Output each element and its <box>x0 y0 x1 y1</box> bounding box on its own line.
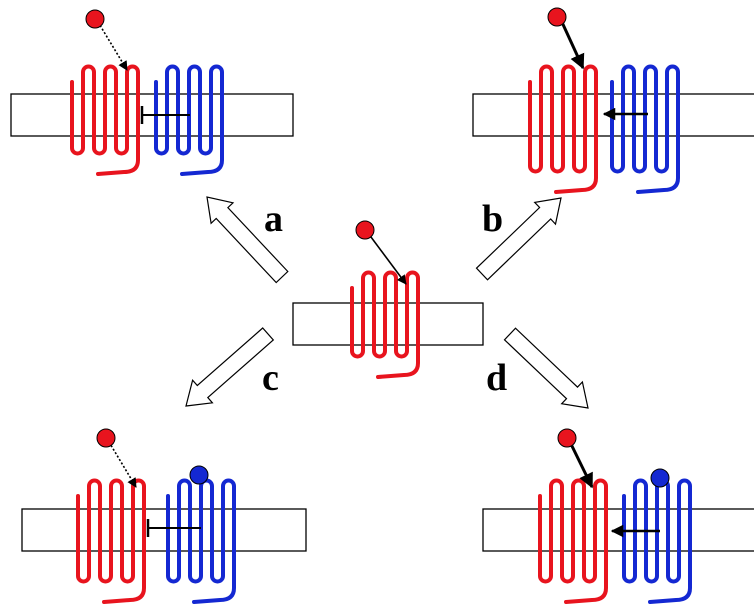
transition-arrow-d <box>503 327 589 409</box>
receptor-red-d-path <box>538 478 608 604</box>
inhibition-symbol-a <box>140 106 190 124</box>
receptor-blue-c <box>166 478 236 604</box>
receptor-blue-a-path <box>154 64 224 176</box>
receptor-red-center <box>350 270 420 379</box>
receptor-blue-c-path <box>166 478 236 604</box>
ligand-c <box>96 428 116 448</box>
transition-arrow-c-shape <box>185 327 275 407</box>
activation-arrow-b <box>559 19 585 70</box>
activation-arrow-d <box>568 441 594 489</box>
label-b: b <box>482 198 503 240</box>
label-d: d <box>486 357 507 399</box>
activation-arrow-center <box>367 232 407 285</box>
panel-b <box>472 7 754 194</box>
receptor-blue-d <box>622 478 692 604</box>
ligand-b <box>547 7 567 27</box>
receptor-red-a <box>70 64 140 176</box>
receptor-blue-b-path <box>610 64 680 194</box>
transition-arrow-b <box>475 197 562 281</box>
receptor-blue-b <box>610 64 680 194</box>
membrane-c <box>21 508 307 552</box>
panel-d <box>482 428 754 604</box>
panel-a <box>10 9 294 176</box>
receptor-blue-d-path <box>622 478 692 604</box>
allosteric-ligand-d <box>650 468 670 488</box>
membrane-center <box>292 302 484 346</box>
label-c: c <box>262 357 279 399</box>
receptor-red-c <box>76 478 146 604</box>
dotted-arrow-a <box>97 21 128 71</box>
receptor-red-b <box>528 64 598 194</box>
receptor-red-b-path <box>528 64 598 194</box>
receptor-blue-a <box>154 64 224 176</box>
transition-arrow-c <box>185 327 275 407</box>
ligand-d <box>557 428 577 448</box>
receptor-red-a-path <box>70 64 140 176</box>
transition-arrow-d-shape <box>503 327 589 409</box>
transition-arrow-a-shape <box>206 196 289 284</box>
ligand-center <box>355 220 375 240</box>
receptor-red-c-path <box>76 478 146 604</box>
label-a: a <box>264 198 283 240</box>
dotted-arrow-c <box>108 441 137 488</box>
allosteric-ligand-c <box>189 465 209 485</box>
transition-arrow-b-shape <box>475 197 562 281</box>
inhibition-symbol-c <box>146 519 201 537</box>
ligand-a <box>85 9 105 29</box>
panel-center <box>292 220 484 379</box>
receptor-red-d <box>538 478 608 604</box>
panel-c <box>21 428 307 604</box>
transition-arrow-a <box>206 196 289 284</box>
receptor-red-center-path <box>350 270 420 379</box>
